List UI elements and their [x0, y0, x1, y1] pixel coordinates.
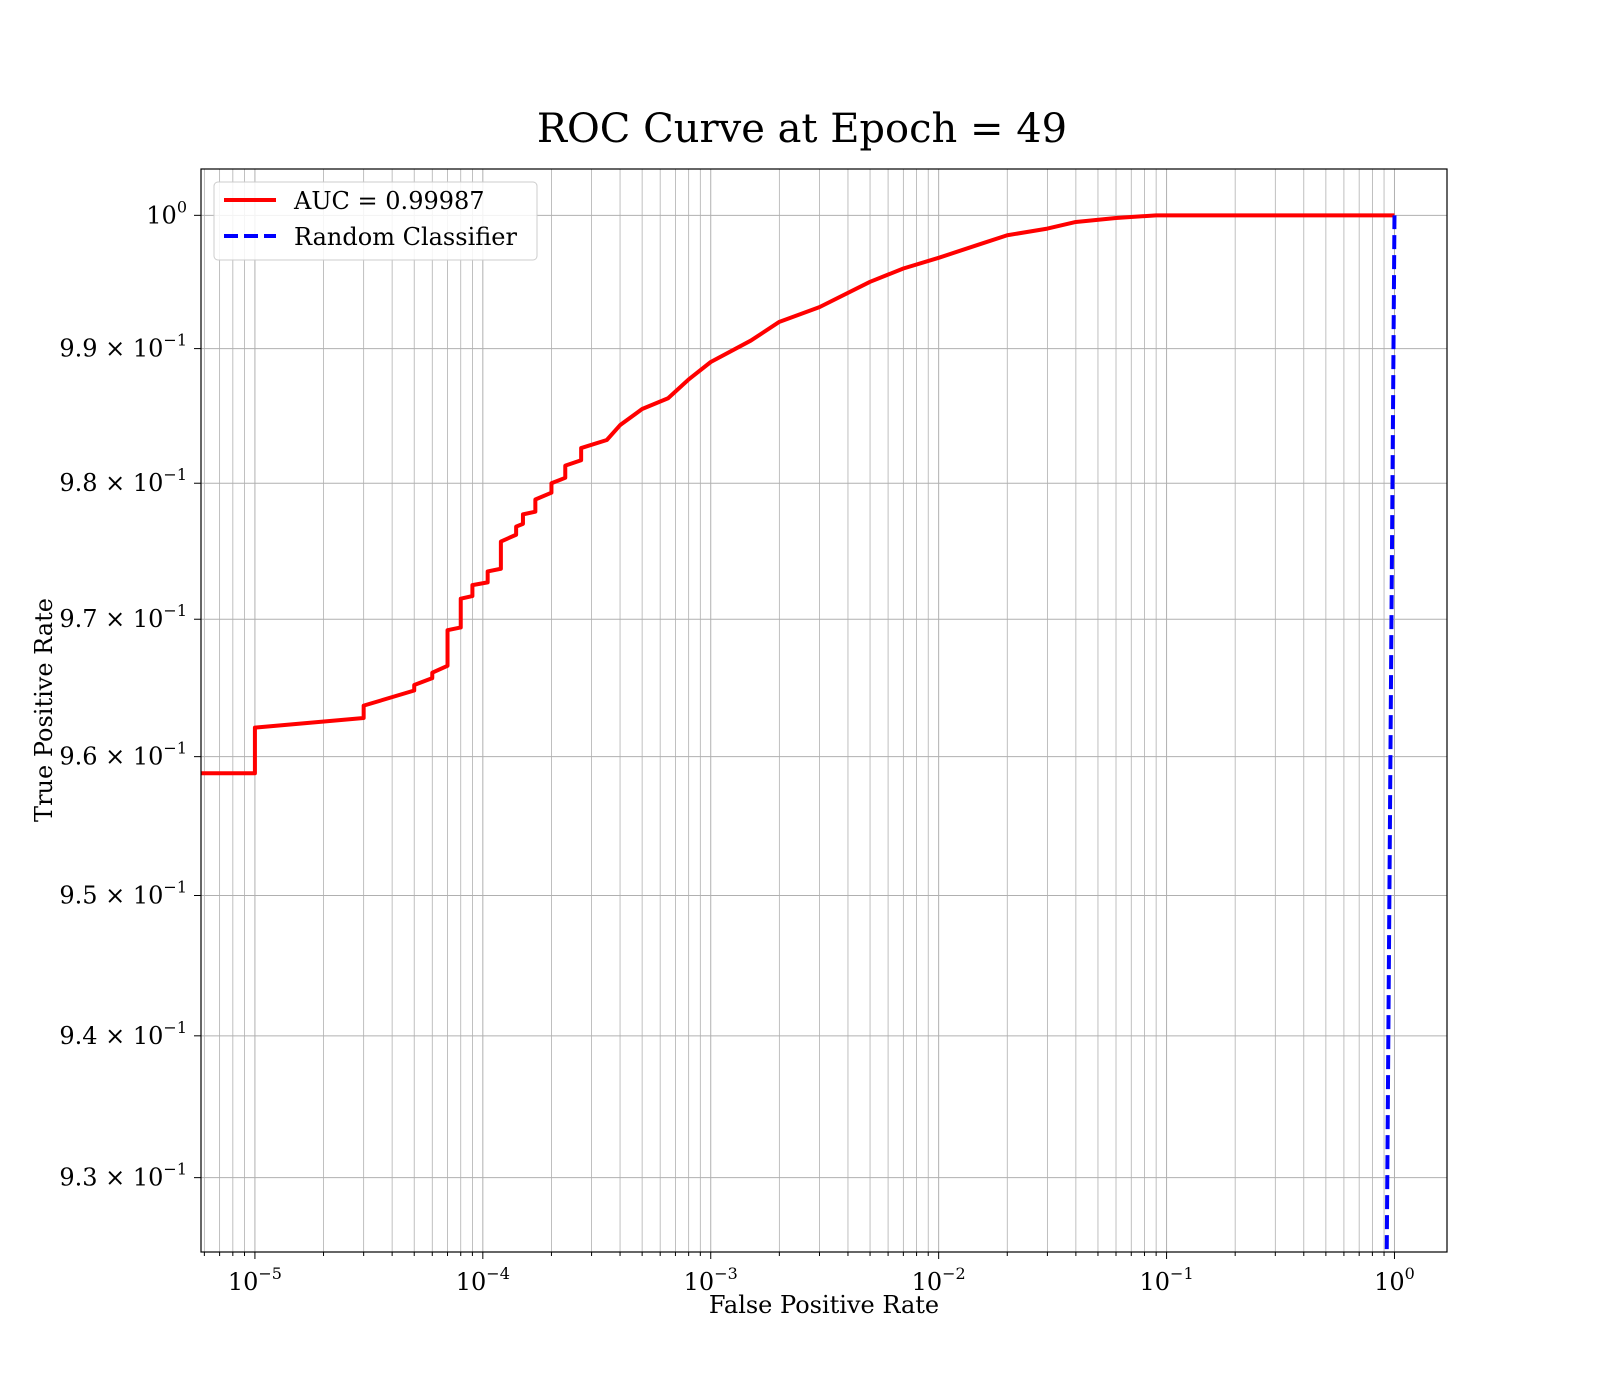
y-tick-label: 100 — [146, 197, 187, 229]
y-axis-label: True Positive Rate — [30, 598, 58, 822]
legend-label-series-2: Random Classifier — [294, 223, 517, 251]
series-line-2 — [1384, 215, 1397, 1250]
grid — [201, 169, 1447, 1252]
y-tick-label: 9.3 × 10−1 — [59, 1160, 187, 1192]
x-tick-label: 10−1 — [1139, 1264, 1193, 1296]
x-tick-label: 10−3 — [684, 1264, 738, 1296]
legend-label-series-1: AUC = 0.99987 — [293, 187, 485, 215]
series-line-1 — [201, 213, 1395, 776]
y-tick-label: 9.8 × 10−1 — [59, 465, 187, 497]
series-layer — [201, 213, 1397, 1250]
x-tick-label: 100 — [1374, 1264, 1415, 1296]
x-tick-label: 10−5 — [228, 1264, 282, 1296]
y-tick-label: 9.5 × 10−1 — [59, 878, 187, 910]
legend: AUC = 0.99987 Random Classifier — [213, 181, 538, 261]
y-tick-label: 9.9 × 10−1 — [59, 331, 187, 363]
x-axis-label: False Positive Rate — [709, 1291, 939, 1319]
chart-title: ROC Curve at Epoch = 49 — [537, 106, 1067, 152]
legend-box — [213, 181, 538, 261]
y-tick-label: 9.4 × 10−1 — [59, 1018, 187, 1050]
x-tick-label: 10−4 — [456, 1264, 510, 1296]
ticks: 10−5 10−4 10−3 10−2 10−1 100 100 9.9 × 10−1 9.8 … — [59, 197, 1415, 1296]
y-tick-label: 9.6 × 10−1 — [59, 739, 187, 771]
plot-frame — [200, 168, 1448, 1253]
x-tick-label: 10−2 — [912, 1264, 966, 1296]
y-tick-label: 9.7 × 10−1 — [59, 601, 187, 633]
